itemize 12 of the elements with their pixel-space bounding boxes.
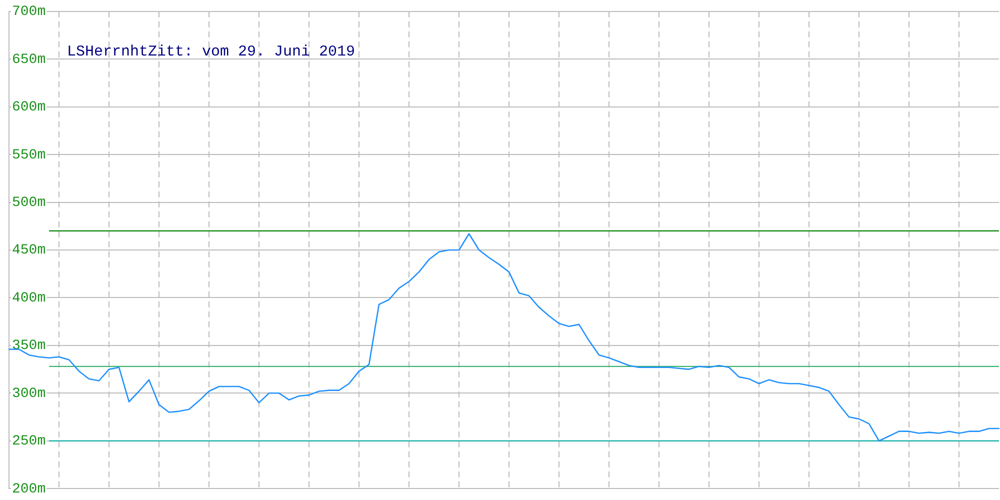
y-tick-label: 600m: [12, 100, 46, 116]
y-tick-label: 500m: [12, 194, 46, 211]
y-tick-label: 650m: [12, 52, 46, 68]
y-tick-label: 700m: [12, 4, 46, 20]
y-tick-label: 400m: [12, 290, 46, 306]
y-tick-label: 350m: [12, 338, 46, 354]
y-tick-label: 250m: [12, 434, 46, 450]
text: LSHerrnhtZitt: vom 29. Juni 2019: [67, 43, 356, 60]
y-tick-label: 550m: [12, 147, 46, 164]
y-tick-label: 300m: [12, 386, 46, 402]
y-tick-label: 200m: [12, 481, 46, 498]
y-tick-label: 450m: [12, 242, 46, 259]
